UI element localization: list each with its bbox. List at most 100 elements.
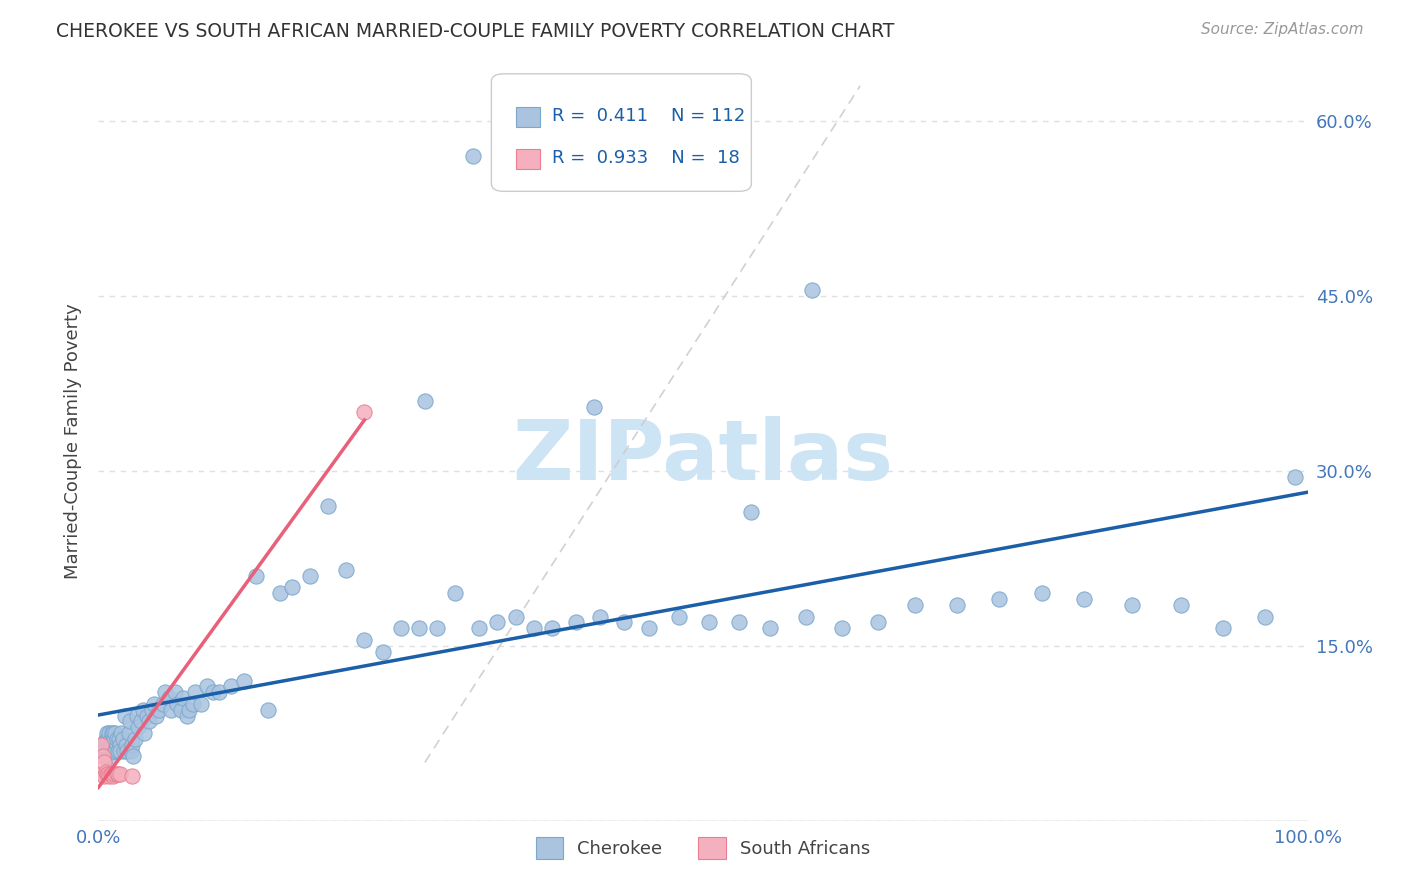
Point [97, 738, 120, 752]
Point [468, 621, 491, 635]
Point [335, 563, 357, 577]
Point [316, 499, 339, 513]
Text: Source: ZipAtlas.com: Source: ZipAtlas.com [1201, 22, 1364, 37]
Point [299, 568, 322, 582]
Point [172, 691, 194, 706]
Text: R =  0.411    N = 112: R = 0.411 N = 112 [551, 107, 745, 125]
Point [134, 726, 156, 740]
Point [96, 726, 118, 740]
Point [105, 738, 128, 752]
Point [96, 744, 118, 758]
Point [1254, 609, 1277, 624]
Point [107, 744, 129, 758]
Point [583, 400, 606, 414]
Point [1031, 586, 1053, 600]
Point [408, 621, 430, 635]
Point [117, 744, 139, 758]
Point [728, 615, 751, 630]
Point [1284, 469, 1306, 483]
Point [160, 703, 183, 717]
Point [118, 714, 141, 729]
Point [281, 580, 304, 594]
Point [988, 592, 1011, 607]
Point [208, 685, 231, 699]
Point [181, 697, 204, 711]
Point [143, 697, 166, 711]
Point [94, 764, 117, 779]
Point [463, 149, 485, 163]
Point [426, 621, 449, 635]
Point [98, 744, 121, 758]
Point [100, 726, 122, 740]
Point [120, 744, 142, 758]
Point [107, 767, 129, 781]
Point [195, 680, 218, 694]
Point [98, 769, 121, 783]
Point [523, 621, 546, 635]
Point [800, 283, 823, 297]
Point [202, 685, 225, 699]
Point [371, 644, 394, 658]
Point [153, 685, 176, 699]
Point [169, 703, 191, 717]
Text: ZIPatlas: ZIPatlas [513, 417, 893, 497]
Point [100, 731, 122, 746]
Point [98, 726, 121, 740]
Point [145, 708, 167, 723]
Point [108, 731, 131, 746]
Point [97, 731, 120, 746]
Point [108, 767, 131, 781]
Text: R =  0.933    N =  18: R = 0.933 N = 18 [551, 149, 740, 167]
Point [100, 767, 122, 781]
Point [904, 598, 927, 612]
Point [269, 586, 291, 600]
Point [110, 726, 132, 740]
Point [179, 703, 201, 717]
Point [565, 615, 588, 630]
Point [353, 632, 375, 647]
Point [108, 738, 131, 752]
Point [91, 767, 114, 781]
Point [93, 756, 115, 770]
Text: CHEROKEE VS SOUTH AFRICAN MARRIED-COUPLE FAMILY POVERTY CORRELATION CHART: CHEROKEE VS SOUTH AFRICAN MARRIED-COUPLE… [56, 22, 894, 41]
Point [129, 714, 152, 729]
Point [97, 767, 120, 781]
FancyBboxPatch shape [516, 107, 540, 127]
Point [1212, 621, 1234, 635]
Point [141, 703, 163, 717]
Point [122, 749, 145, 764]
Point [91, 738, 114, 752]
Point [104, 726, 127, 740]
Point [91, 749, 114, 764]
Point [831, 621, 853, 635]
Point [176, 708, 198, 723]
Point [114, 708, 136, 723]
Point [135, 708, 157, 723]
Point [94, 749, 117, 764]
Point [100, 767, 122, 781]
Point [697, 615, 720, 630]
Point [132, 703, 155, 717]
Point [256, 703, 278, 717]
Point [118, 726, 141, 740]
Point [104, 744, 127, 758]
Point [245, 568, 267, 582]
Point [103, 744, 125, 758]
Point [108, 744, 131, 758]
Point [112, 744, 135, 758]
Point [90, 738, 112, 752]
Point [96, 767, 118, 781]
Point [127, 708, 149, 723]
Point [1170, 598, 1192, 612]
Point [105, 731, 128, 746]
Point [121, 769, 143, 783]
Point [124, 731, 146, 746]
Legend: Cherokee, South Africans: Cherokee, South Africans [527, 829, 879, 869]
Point [93, 744, 115, 758]
Point [1073, 592, 1095, 607]
Point [105, 767, 128, 781]
Point [115, 738, 138, 752]
Point [444, 586, 467, 600]
Point [94, 731, 117, 746]
Point [740, 504, 762, 518]
